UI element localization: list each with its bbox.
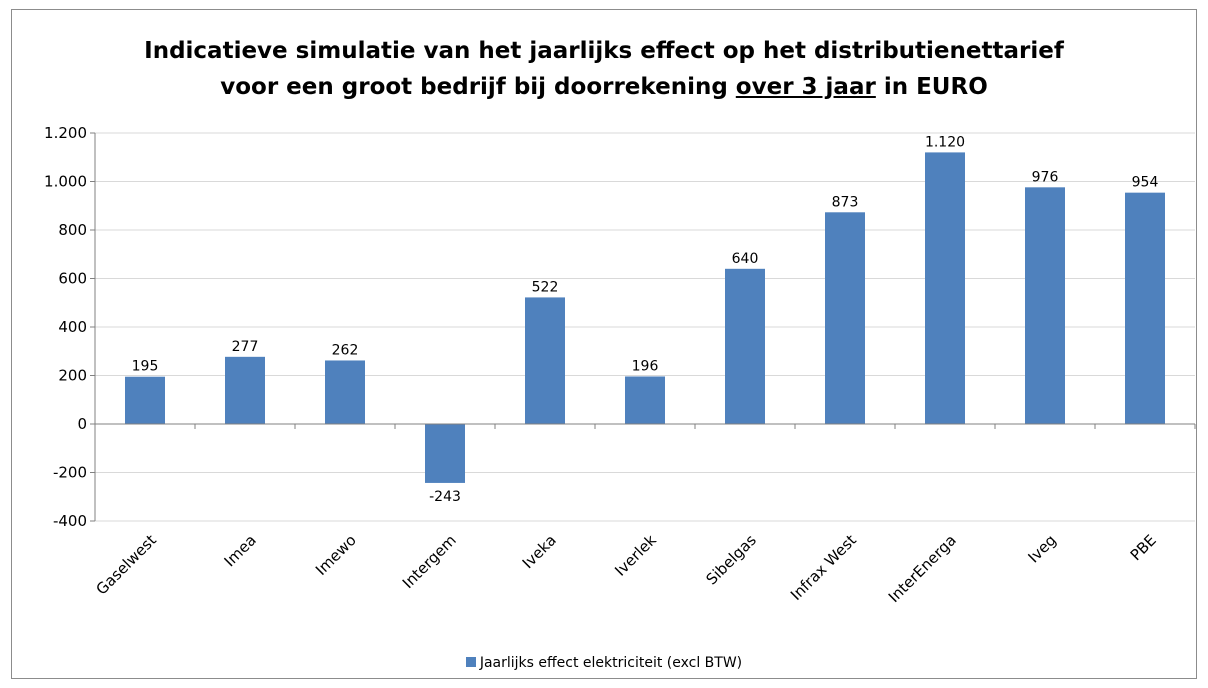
bar [725, 268, 765, 424]
data-label: 262 [332, 342, 359, 358]
data-label: 1.120 [925, 134, 965, 150]
data-label: 640 [732, 251, 759, 267]
x-tick-label: Iverlek [611, 531, 660, 580]
legend: Jaarlijks effect elektriciteit (excl BTW… [0, 655, 1208, 671]
y-tick-label: 600 [58, 270, 87, 288]
data-label: 277 [232, 339, 259, 355]
bar [125, 376, 165, 424]
chart-title-suffix: in EURO [875, 74, 988, 100]
labels: 1.200 1.000 800 600 400 200 0 -200 -400 195 Gaselw… [44, 124, 1160, 606]
bars [125, 152, 1165, 483]
data-label: 195 [132, 359, 159, 375]
bar [1125, 192, 1165, 424]
x-tick-label: Infrax West [787, 531, 860, 604]
chart-title-prefix: voor een groot bedrijf bij doorrekening [220, 74, 736, 100]
data-label: 954 [1132, 175, 1159, 191]
data-label: 196 [632, 358, 659, 374]
bar [225, 356, 265, 424]
x-tick-label: InterEnerga [885, 531, 960, 606]
y-tick-label: -400 [53, 512, 87, 530]
bar [1025, 187, 1065, 424]
bar [325, 360, 365, 424]
x-tick-label: Imewo [312, 531, 360, 579]
y-tick-label: 200 [58, 367, 87, 385]
x-tick-label: Iveg [1024, 531, 1059, 566]
chart-title-underlined: over 3 jaar [735, 74, 876, 100]
legend-swatch [465, 657, 476, 667]
bar [825, 212, 865, 424]
axes [90, 132, 1196, 522]
data-label: 522 [532, 279, 559, 295]
data-label: 976 [1032, 169, 1059, 185]
y-tick-label: 1.000 [44, 173, 87, 191]
bar [925, 152, 965, 424]
bar [525, 297, 565, 424]
x-tick-label: Iveka [519, 531, 560, 572]
x-tick-label: Intergem [399, 531, 460, 592]
y-tick-label: 0 [77, 415, 87, 433]
y-tick-label: 400 [58, 318, 87, 336]
x-tick-label: Gaselwest [92, 531, 159, 598]
chart-title-line-1: Indicatieve simulatie van het jaarlijks … [144, 38, 1064, 64]
y-tick-label: 800 [58, 221, 87, 239]
chart-title-line-2: voor een groot bedrijf bij doorrekening … [0, 74, 1208, 100]
data-label: -243 [429, 489, 461, 505]
bar [625, 376, 665, 424]
chart-frame [11, 9, 1197, 679]
legend-label: Jaarlijks effect elektriciteit (excl BTW… [479, 655, 743, 671]
bar [425, 424, 465, 483]
data-label: 873 [832, 194, 859, 210]
x-tick-label: PBE [1127, 531, 1160, 564]
x-tick-label: Sibelgas [702, 531, 760, 589]
y-tick-label: -200 [53, 464, 87, 482]
y-tick-label: 1.200 [44, 124, 87, 142]
x-tick-label: Imea [221, 531, 260, 570]
